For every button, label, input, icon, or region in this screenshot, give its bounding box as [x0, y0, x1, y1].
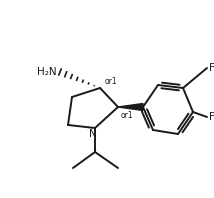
Text: or1: or1	[121, 111, 134, 120]
Text: F: F	[209, 63, 214, 73]
Polygon shape	[118, 104, 143, 110]
Text: F: F	[209, 112, 214, 122]
Text: H₂N: H₂N	[37, 67, 57, 77]
Text: N: N	[89, 129, 97, 139]
Text: or1: or1	[105, 77, 118, 86]
